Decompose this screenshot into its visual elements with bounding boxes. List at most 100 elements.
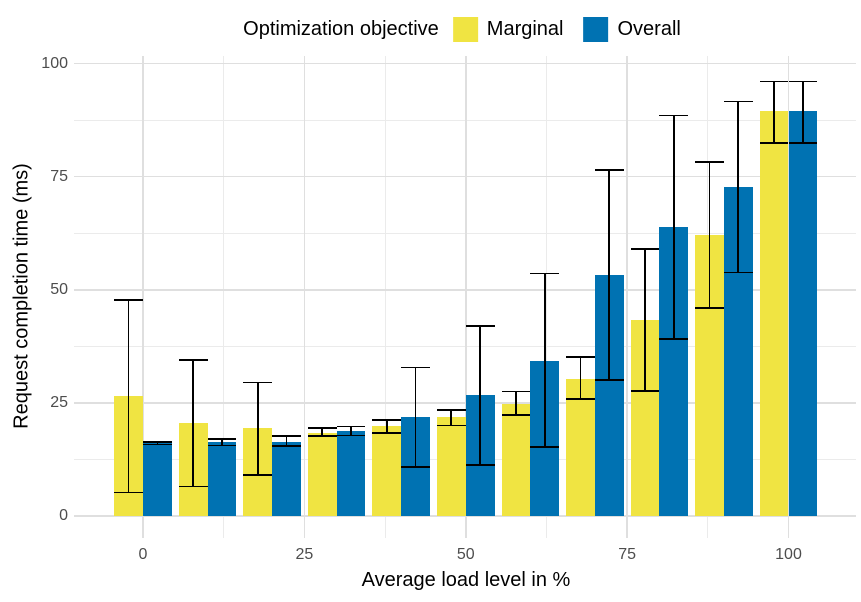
errorbar-overall-60-line — [543, 273, 546, 447]
errorbar-overall-90-line — [737, 101, 740, 273]
errorbar-overall-40-cap-top — [401, 366, 430, 369]
gridline-major-x — [303, 56, 306, 538]
y-tick-label: 50 — [50, 280, 68, 298]
errorbar-overall-30-cap-top — [336, 425, 366, 428]
errorbar-overall-10-cap-bottom — [207, 444, 237, 447]
x-tick-label: 75 — [618, 546, 637, 563]
x-axis-title: Average load level in % — [361, 569, 571, 591]
errorbar-overall-10-cap-top — [207, 438, 237, 440]
legend: Optimization objective Marginal Overall — [243, 17, 681, 42]
bar-marginal-50 — [436, 417, 466, 516]
x-tick-label: 25 — [295, 546, 314, 563]
errorbar-marginal-90-cap-top — [695, 161, 724, 164]
errorbar-marginal-20-line — [256, 382, 259, 475]
gridline-minor-x — [223, 56, 225, 538]
errorbar-overall-90-cap-bottom — [723, 271, 753, 274]
errorbar-overall-50-line — [479, 325, 482, 465]
x-tick-label: 100 — [775, 546, 802, 563]
gridline-minor-x — [384, 56, 386, 538]
bar-overall-10 — [207, 442, 237, 516]
errorbar-marginal-40-line — [385, 420, 388, 433]
errorbar-marginal-100-line — [773, 81, 775, 143]
errorbar-marginal-100-cap-top — [759, 80, 789, 83]
errorbar-marginal-60-cap-top — [501, 390, 531, 393]
errorbar-marginal-100-cap-bottom — [759, 141, 789, 144]
bar-overall-100 — [788, 111, 818, 516]
errorbar-marginal-50-line — [450, 409, 453, 426]
errorbar-overall-80-cap-top — [659, 114, 689, 117]
errorbar-overall-90-cap-top — [723, 100, 753, 103]
y-tick-label: 75 — [50, 167, 68, 185]
errorbar-marginal-20-cap-bottom — [243, 473, 273, 476]
bar-overall-0 — [143, 443, 172, 516]
errorbar-overall-100-cap-top — [788, 80, 818, 83]
errorbar-marginal-0-cap-top — [114, 299, 143, 302]
errorbar-overall-30-cap-bottom — [336, 434, 366, 437]
legend-label-overall: Overall — [617, 18, 681, 40]
x-tick-label: 0 — [138, 546, 148, 563]
y-tick-label: 100 — [41, 54, 68, 72]
bar-overall-30 — [336, 431, 366, 516]
errorbar-overall-0-cap-top — [143, 440, 172, 443]
errorbar-marginal-70-line — [579, 357, 582, 400]
bar-marginal-100 — [759, 111, 789, 516]
legend-label-marginal: Marginal — [486, 18, 564, 40]
errorbar-marginal-50-cap-bottom — [436, 424, 466, 427]
errorbar-overall-40-cap-bottom — [401, 465, 430, 468]
bar-overall-20 — [272, 441, 301, 516]
errorbar-marginal-40-cap-bottom — [372, 431, 402, 434]
errorbar-overall-80-cap-bottom — [659, 338, 689, 340]
gridline-major-x — [465, 56, 467, 538]
gridline-major-x — [626, 56, 628, 538]
errorbar-overall-30-line — [350, 426, 352, 436]
errorbar-marginal-40-cap-top — [372, 419, 402, 421]
errorbar-overall-70-line — [608, 169, 611, 380]
errorbar-overall-20-cap-bottom — [272, 444, 301, 447]
errorbar-marginal-30-line — [321, 427, 324, 437]
errorbar-overall-70-cap-bottom — [594, 378, 624, 381]
errorbar-marginal-90-cap-bottom — [695, 307, 724, 310]
bar-marginal-30 — [307, 432, 337, 516]
bar-marginal-70 — [566, 378, 595, 516]
errorbar-overall-50-cap-bottom — [465, 463, 495, 466]
errorbar-overall-40-line — [414, 367, 417, 467]
errorbar-overall-0-line — [156, 441, 159, 445]
errorbar-marginal-90-line — [708, 162, 711, 309]
bar-marginal-40 — [372, 426, 402, 516]
errorbar-marginal-80-cap-bottom — [630, 390, 660, 392]
legend-title: Optimization objective — [243, 18, 439, 40]
errorbar-overall-20-line — [285, 435, 288, 446]
errorbar-overall-80-line — [672, 115, 675, 340]
errorbar-marginal-30-cap-bottom — [307, 435, 337, 438]
bar-marginal-60 — [501, 403, 531, 516]
errorbar-marginal-70-cap-top — [566, 356, 595, 359]
errorbar-marginal-60-line — [515, 391, 517, 416]
errorbar-marginal-30-cap-top — [307, 426, 337, 429]
errorbar-marginal-50-cap-top — [436, 408, 466, 411]
errorbar-marginal-0-cap-bottom — [114, 491, 143, 494]
errorbar-marginal-80-cap-top — [630, 248, 660, 250]
errorbar-overall-60-cap-bottom — [530, 445, 560, 448]
errorbar-marginal-10-line — [192, 359, 195, 487]
gridline-major-x — [142, 56, 144, 538]
errorbar-marginal-0-line — [127, 300, 130, 493]
errorbar-overall-60-cap-top — [530, 272, 560, 275]
errorbar-overall-0-cap-bottom — [143, 443, 172, 446]
errorbar-marginal-60-cap-bottom — [501, 414, 531, 416]
x-tick-label: 50 — [456, 546, 475, 563]
errorbar-overall-70-cap-top — [594, 168, 624, 171]
y-tick-label: 25 — [50, 393, 68, 411]
errorbar-overall-50-cap-top — [465, 325, 495, 327]
errorbar-overall-100-line — [802, 81, 804, 143]
errorbar-marginal-10-cap-top — [178, 358, 208, 361]
errorbar-marginal-70-cap-bottom — [566, 398, 595, 401]
y-tick-label: 0 — [59, 507, 68, 524]
errorbar-marginal-80-line — [644, 249, 646, 392]
errorbar-marginal-20-cap-top — [243, 381, 273, 384]
errorbar-overall-20-cap-top — [272, 435, 301, 437]
legend-swatch-marginal — [452, 17, 478, 42]
errorbar-overall-100-cap-bottom — [788, 141, 818, 144]
errorbar-overall-10-line — [221, 439, 223, 446]
legend-swatch-overall — [583, 17, 609, 42]
